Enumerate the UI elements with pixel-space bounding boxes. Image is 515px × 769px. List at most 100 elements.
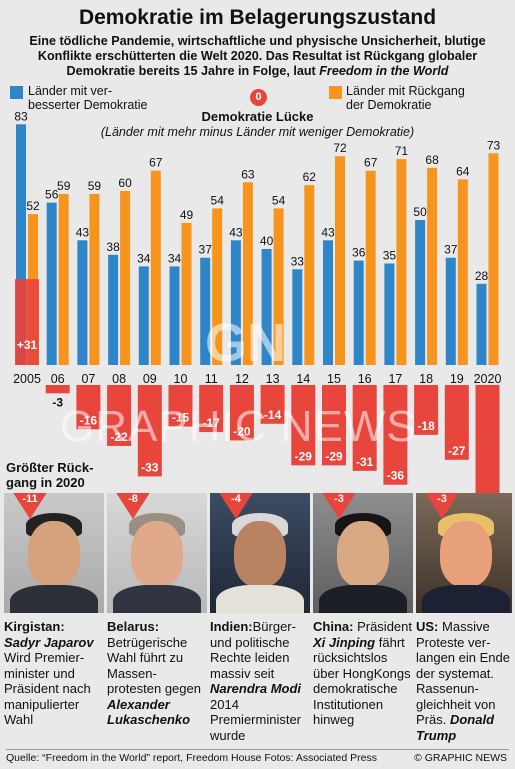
legend-swatch-declined: [329, 86, 342, 99]
data-label-gap: +31: [17, 338, 38, 352]
data-label-improved: 56: [45, 188, 59, 202]
decline-value: -11: [22, 493, 38, 505]
data-label-improved: 36: [352, 246, 366, 260]
bar-improved: [46, 202, 57, 365]
bar-improved: [445, 257, 456, 365]
bar-gap: [15, 279, 39, 365]
data-label-gap: -14: [264, 408, 282, 422]
card-text: Massive Proteste ver-langen ein Ende der…: [416, 619, 510, 727]
card-person: Sadyr Japarov: [4, 634, 94, 650]
data-label-gap: -29: [295, 449, 313, 463]
decline-marker-icon: [321, 493, 357, 519]
bar-declined: [58, 193, 69, 365]
bar-improved: [230, 240, 241, 365]
subtitle-line-2: Konflikte erschütterten die Welt 2020. D…: [37, 49, 478, 63]
x-tick-label: 18: [419, 372, 433, 386]
x-tick-label: 07: [81, 372, 95, 386]
x-tick-label: 19: [450, 372, 464, 386]
data-label-gap: -31: [356, 455, 374, 469]
card-text: Präsident: [357, 619, 412, 634]
x-tick-label: 2005: [13, 372, 41, 386]
card-country: Indien:: [210, 619, 253, 634]
data-label-improved: 38: [106, 240, 120, 254]
bar-improved: [384, 263, 395, 365]
bar-gap: [414, 385, 439, 435]
data-label-gap: -17: [203, 416, 221, 430]
card-caption: US: Massive Proteste ver-langen ein Ende…: [416, 619, 512, 743]
bar-gap: [383, 385, 408, 485]
bar-gap: [475, 385, 500, 500]
legend-declined-line-2: der Demokratie: [346, 98, 432, 112]
data-label-declined: 62: [303, 170, 317, 184]
bar-declined: [365, 170, 376, 365]
x-tick-label: 13: [266, 372, 280, 386]
data-label-gap: -3: [52, 395, 63, 409]
data-label-improved: 43: [229, 225, 243, 239]
data-label-gap: -15: [172, 411, 190, 425]
bar-declined: [457, 179, 468, 365]
bar-declined: [89, 193, 100, 365]
bar-declined: [335, 156, 345, 365]
data-label-gap: -16: [80, 413, 98, 427]
decline-marker-icon: [12, 493, 48, 519]
card-country: Belarus:: [107, 619, 160, 634]
footer-source: Quelle: “Freedom in the World” report, F…: [6, 752, 377, 764]
page-title: Demokratie im Belagerungszustand: [78, 6, 437, 29]
data-label-gap: -20: [233, 424, 251, 438]
card-text-after: fährt rücksichtslos über HongKongs demok…: [313, 634, 411, 728]
photo-trump: -3: [416, 493, 512, 613]
bar-declined: [212, 208, 223, 365]
bar-declined: [273, 208, 284, 365]
data-label-declined: 52: [26, 199, 40, 213]
card-country: Kirgistan:: [4, 619, 65, 634]
data-label-declined: 71: [395, 144, 409, 158]
bar-gap: [199, 385, 224, 433]
data-label-declined: 49: [180, 208, 194, 222]
data-label-declined: 67: [364, 156, 378, 170]
data-label-declined: 60: [118, 176, 132, 190]
bar-declined: [120, 191, 131, 365]
data-label-gap: -18: [417, 419, 435, 433]
largest-decline-line-1: Größter Rück-: [6, 460, 94, 475]
bar-gap: [107, 385, 132, 446]
data-label-improved: 37: [199, 243, 213, 257]
card-text: Bürger-und politische Rechte leiden mass…: [210, 619, 296, 681]
x-tick-label: 11: [205, 372, 218, 386]
bar-gap: [352, 385, 377, 471]
data-label-declined: 54: [211, 193, 225, 207]
bar-declined: [150, 170, 161, 365]
x-tick-label: 12: [235, 372, 249, 386]
data-label-improved: 83: [14, 109, 28, 123]
bar-gap: [76, 385, 101, 430]
x-tick-label: 14: [296, 372, 310, 386]
bar-gap: [45, 385, 70, 394]
card-text-after: 2014 Premierminister wurde: [210, 696, 302, 743]
data-label-declined: 68: [425, 153, 439, 167]
card-country: US:: [416, 619, 439, 634]
bar-improved: [476, 283, 487, 365]
bar-gap: [229, 385, 254, 441]
largest-decline-line-2: gang in 2020: [6, 475, 85, 490]
bar-improved: [200, 257, 211, 365]
data-label-declined: 72: [333, 141, 347, 155]
card-person: Donald Trump: [416, 712, 495, 743]
bar-improved: [261, 249, 272, 365]
data-label-declined: 64: [456, 164, 470, 178]
card-caption: Kirgistan: Sadyr Japarov Wird Premier-mi…: [4, 619, 104, 728]
bar-improved: [353, 260, 364, 365]
x-tick-label: 06: [51, 372, 65, 386]
decline-value: -3: [334, 493, 344, 505]
bar-improved: [415, 220, 426, 365]
gap-legend-subtitle: (Länder mit mehr minus Länder mit wenige…: [100, 125, 415, 139]
bar-declined: [488, 153, 499, 365]
bar-gap: [168, 385, 193, 427]
data-label-improved: 35: [383, 249, 397, 263]
bar-declined: [304, 185, 315, 365]
x-tick-label: 09: [143, 372, 157, 386]
data-label-improved: 40: [260, 234, 274, 248]
card-person: Xi Jinping: [313, 634, 376, 650]
bar-improved: [292, 269, 303, 365]
data-label-improved: 33: [291, 254, 305, 268]
bar-gap: [291, 385, 316, 466]
bar-declined: [181, 222, 192, 365]
